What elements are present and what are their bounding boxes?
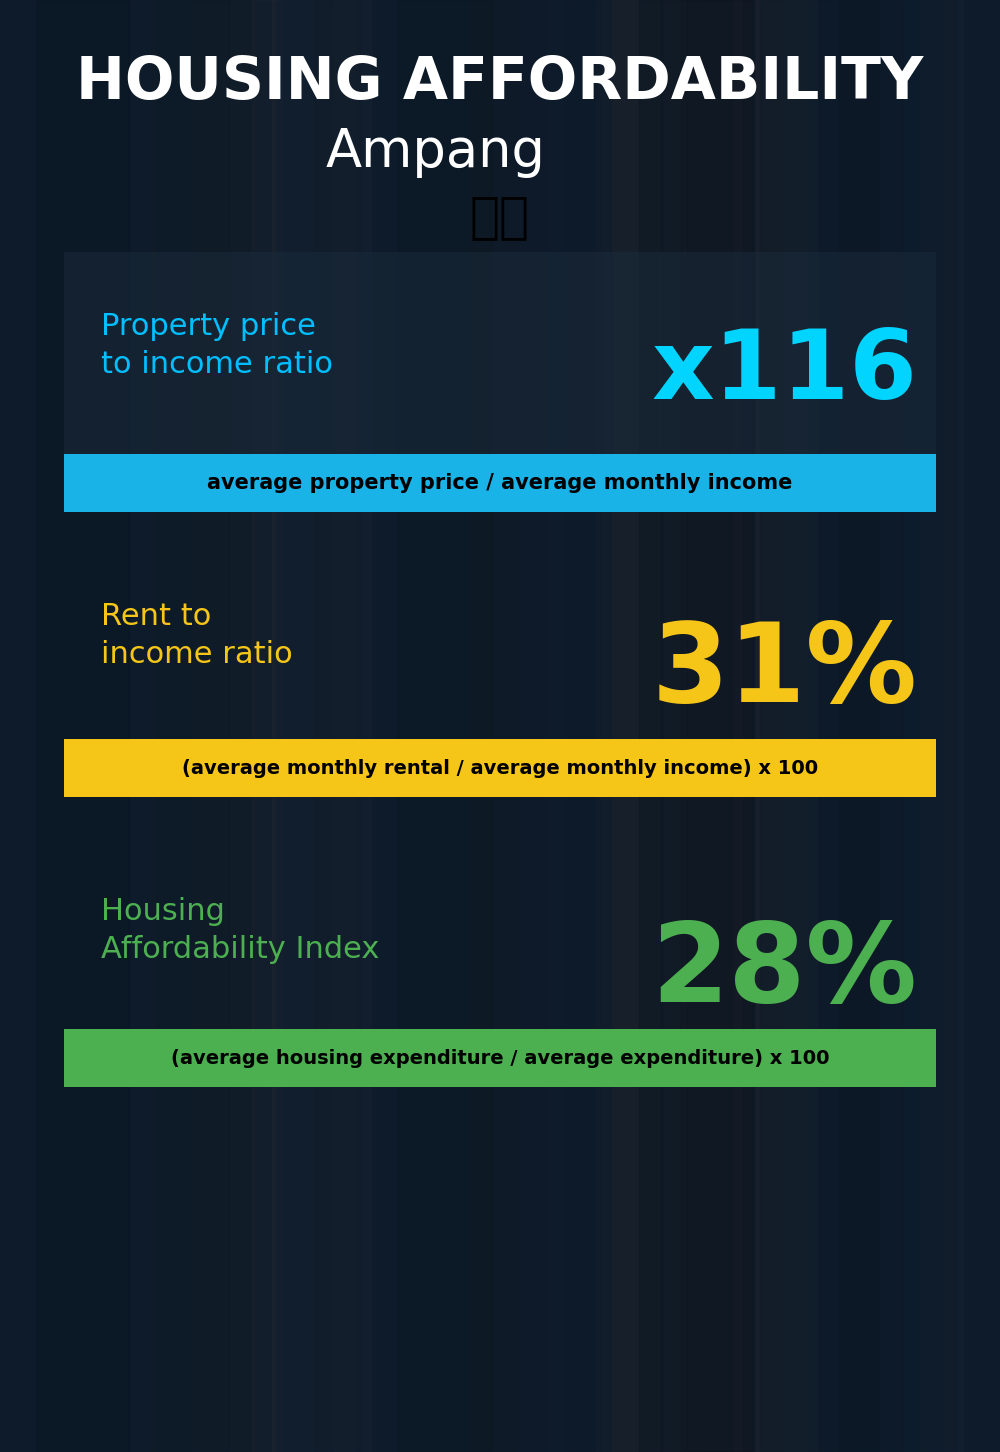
Text: (average housing expenditure / average expenditure) x 100: (average housing expenditure / average e… bbox=[171, 1048, 829, 1067]
FancyBboxPatch shape bbox=[64, 1029, 936, 1088]
Bar bbox=[277, 0, 370, 1452]
Bar bbox=[784, 0, 855, 1452]
Bar bbox=[639, 0, 732, 1452]
Text: Ampang: Ampang bbox=[325, 126, 545, 179]
Bar bbox=[485, 0, 535, 1452]
Bar bbox=[928, 0, 1000, 1452]
Bar bbox=[760, 0, 853, 1452]
Bar bbox=[398, 0, 491, 1452]
Text: 28%: 28% bbox=[652, 919, 917, 1025]
Bar bbox=[36, 0, 129, 1452]
Bar bbox=[795, 0, 900, 1452]
Text: 🇲🇾: 🇲🇾 bbox=[470, 193, 530, 241]
Bar bbox=[377, 0, 444, 1452]
Bar bbox=[416, 0, 500, 1452]
Text: x116: x116 bbox=[652, 325, 917, 418]
Bar bbox=[203, 0, 242, 1452]
Bar bbox=[640, 0, 692, 1452]
Text: Housing
Affordability Index: Housing Affordability Index bbox=[101, 897, 379, 964]
Bar bbox=[880, 0, 973, 1452]
Bar bbox=[858, 0, 901, 1452]
Text: average property price / average monthly income: average property price / average monthly… bbox=[207, 473, 793, 494]
FancyBboxPatch shape bbox=[64, 739, 936, 797]
Bar bbox=[500, 0, 578, 1452]
FancyBboxPatch shape bbox=[64, 454, 936, 513]
Bar bbox=[157, 0, 250, 1452]
Bar bbox=[413, 0, 472, 1452]
Text: 31%: 31% bbox=[652, 619, 917, 726]
Bar bbox=[488, 0, 537, 1452]
Bar bbox=[634, 0, 719, 1452]
Bar bbox=[143, 0, 190, 1452]
Bar bbox=[91, 0, 186, 1452]
Bar bbox=[186, 0, 258, 1452]
Text: Property price
to income ratio: Property price to income ratio bbox=[101, 312, 333, 379]
FancyBboxPatch shape bbox=[64, 253, 936, 502]
Bar bbox=[196, 0, 266, 1452]
Bar bbox=[689, 0, 784, 1452]
Bar bbox=[570, 0, 653, 1452]
Text: (average monthly rental / average monthly income) x 100: (average monthly rental / average monthl… bbox=[182, 758, 818, 777]
Bar bbox=[255, 0, 288, 1452]
Text: HOUSING AFFORDABILITY: HOUSING AFFORDABILITY bbox=[76, 54, 924, 110]
Bar bbox=[519, 0, 611, 1452]
Text: Rent to
income ratio: Rent to income ratio bbox=[101, 603, 293, 669]
